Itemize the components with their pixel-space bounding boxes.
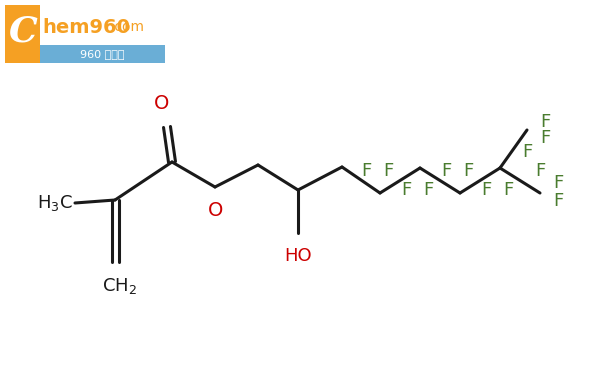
Text: F: F: [383, 162, 393, 180]
Text: F: F: [522, 143, 532, 161]
Text: .com: .com: [110, 20, 144, 34]
Text: F: F: [441, 162, 451, 180]
FancyBboxPatch shape: [5, 5, 40, 63]
Text: F: F: [361, 162, 371, 180]
Text: F: F: [503, 181, 513, 199]
Text: H$_3$C: H$_3$C: [38, 193, 73, 213]
Text: F: F: [463, 162, 473, 180]
Text: hem960: hem960: [42, 18, 130, 36]
Text: F: F: [423, 181, 433, 199]
Text: F: F: [540, 129, 550, 147]
Text: F: F: [401, 181, 411, 199]
Text: F: F: [535, 162, 545, 180]
Text: CH$_2$: CH$_2$: [102, 276, 137, 296]
Text: O: O: [208, 201, 224, 220]
Text: F: F: [553, 192, 563, 210]
Bar: [40, 45, 165, 63]
Text: 960 化工网: 960 化工网: [80, 49, 125, 59]
Text: F: F: [553, 174, 563, 192]
Text: F: F: [481, 181, 491, 199]
Text: C: C: [9, 14, 38, 48]
Text: HO: HO: [284, 247, 312, 265]
Text: F: F: [540, 113, 550, 131]
Text: O: O: [154, 94, 169, 113]
